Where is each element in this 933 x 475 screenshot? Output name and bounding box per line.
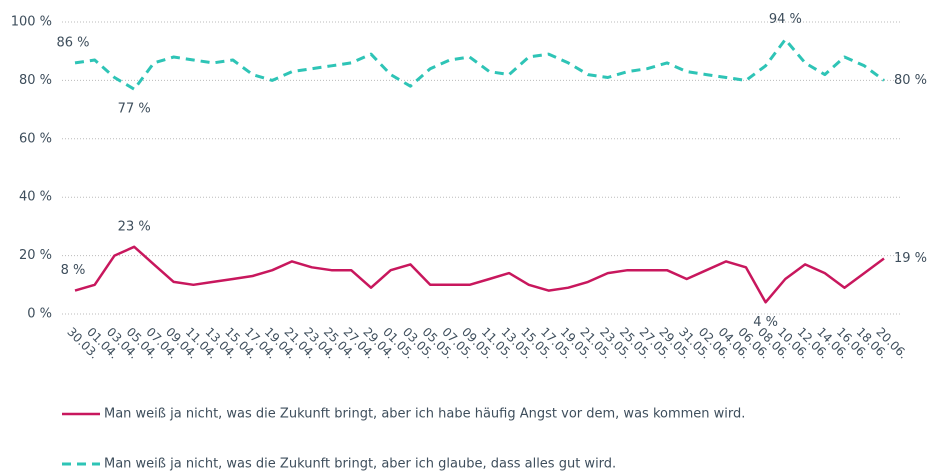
data-label: 23 % — [118, 219, 151, 234]
legend-label: Man weiß ja nicht, was die Zukunft bring… — [104, 407, 745, 422]
y-tick-label: 20 % — [19, 248, 52, 263]
y-tick-label: 100 % — [11, 15, 52, 30]
y-tick-label: 60 % — [19, 131, 52, 146]
y-tick-label: 80 % — [19, 73, 52, 88]
data-label: 80 % — [894, 73, 927, 88]
data-label: 86 % — [56, 35, 89, 50]
legend-label: Man weiß ja nicht, was die Zukunft bring… — [104, 457, 616, 472]
data-label: 19 % — [894, 251, 927, 266]
data-label: 94 % — [769, 12, 802, 27]
series-line — [74, 245, 885, 304]
data-label: 8 % — [61, 263, 86, 278]
y-tick-label: 40 % — [19, 190, 52, 205]
data-label: 77 % — [118, 102, 151, 117]
series-line — [74, 38, 885, 91]
y-tick-label: 0 % — [27, 307, 52, 322]
data-label: 4 % — [753, 315, 778, 330]
